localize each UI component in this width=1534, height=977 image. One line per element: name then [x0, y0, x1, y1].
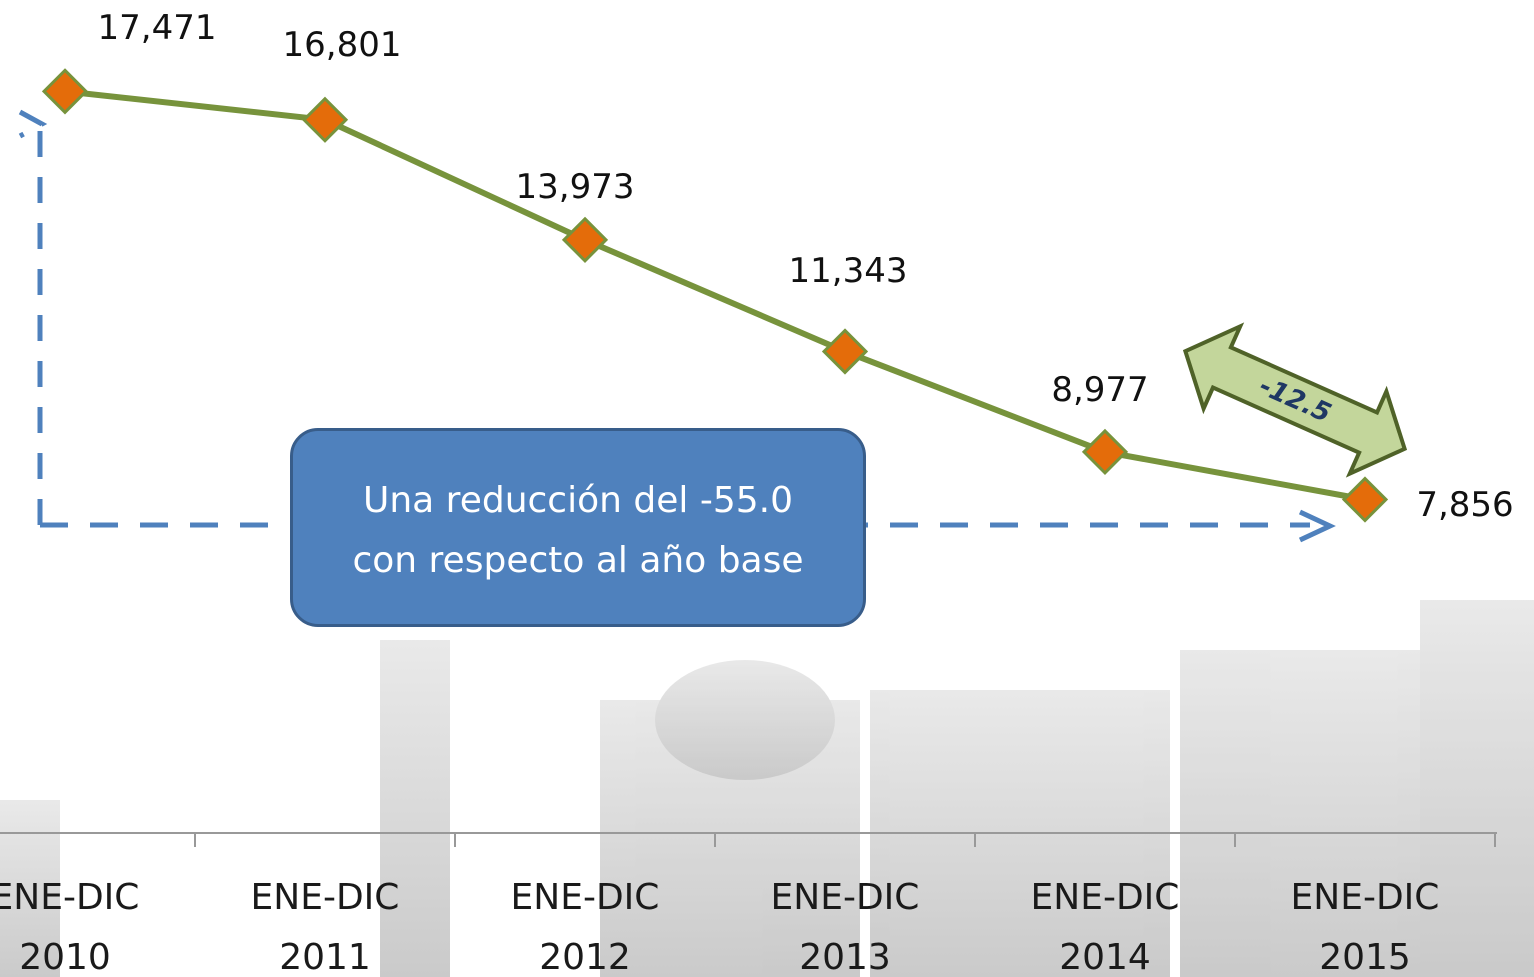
x-tick-label: ENE-DIC 2015	[1290, 877, 1440, 977]
data-label: 16,801	[282, 24, 402, 65]
data-label: 8,977	[1051, 369, 1149, 410]
annotation-box: Una reducción del -55.0 con respecto al …	[290, 428, 866, 627]
x-tick-label: ENE-DIC 2013	[770, 877, 920, 977]
arrow-head	[1298, 509, 1336, 543]
marker	[561, 216, 609, 263]
data-label: 11,343	[788, 251, 908, 292]
marker	[41, 68, 89, 115]
data-label: 17,471	[97, 8, 217, 49]
delta-arrow	[1182, 322, 1408, 478]
marker	[821, 328, 869, 375]
x-tick-label: ENE-DIC 2014	[1030, 877, 1180, 977]
x-tick-label: ENE-DIC 2011	[250, 877, 400, 977]
line	[64, 88, 1366, 503]
marker	[1081, 428, 1129, 476]
data-label: 7,856	[1416, 484, 1514, 525]
x-tick-label: ENE-DIC 2012	[510, 877, 660, 977]
marker	[301, 96, 349, 143]
marker	[1341, 476, 1389, 523]
x-tick-label: ENE-DIC 2010	[0, 877, 140, 977]
data-label: 13,973	[515, 166, 635, 207]
base-arrow	[18, 109, 48, 525]
